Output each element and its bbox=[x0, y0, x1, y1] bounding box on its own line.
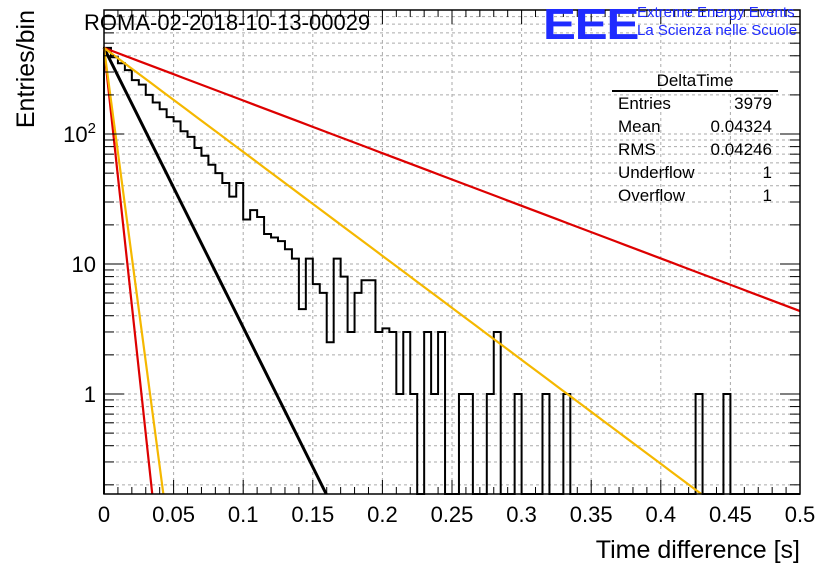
fit-curve bbox=[102, 47, 165, 495]
eee-logo: EEE bbox=[543, 0, 639, 49]
fit-curve bbox=[103, 46, 801, 313]
stats-value: 0.04246 bbox=[710, 140, 772, 159]
x-tick-label: 0.3 bbox=[506, 502, 537, 527]
stats-label: Entries bbox=[618, 94, 671, 113]
y-tick-label: 102 bbox=[63, 120, 96, 147]
fit-curves bbox=[102, 46, 801, 495]
run-title: ROMA-02-2018-10-13-00029 bbox=[84, 10, 371, 35]
x-tick-label: 0.25 bbox=[431, 502, 474, 527]
stats-value: 1 bbox=[762, 186, 772, 205]
x-tick-label: 0.05 bbox=[152, 502, 195, 527]
stats-row-entries: Entries 3979 bbox=[612, 92, 778, 115]
x-tick-label: 0.2 bbox=[367, 502, 398, 527]
x-tick-label: 0.1 bbox=[228, 502, 259, 527]
x-tick-label: 0.35 bbox=[570, 502, 613, 527]
stats-value: 1 bbox=[762, 163, 772, 182]
y-tick-labels: 1 10 102 bbox=[63, 120, 96, 407]
fit-curve bbox=[103, 47, 702, 495]
logo-line-1: Extreme Energy Events bbox=[637, 4, 795, 21]
fit-curve bbox=[102, 47, 328, 495]
stats-value: 3979 bbox=[734, 94, 772, 113]
y-tick-label: 10 bbox=[72, 252, 96, 277]
grid-lines bbox=[104, 9, 800, 494]
x-tick-label: 0.5 bbox=[785, 502, 816, 527]
stats-value: 0.04324 bbox=[710, 117, 772, 136]
x-tick-label: 0.4 bbox=[646, 502, 677, 527]
y-axis-label: Entries/bin bbox=[12, 10, 40, 128]
x-tick-labels: 0 0.05 0.1 0.15 0.2 0.25 0.3 0.35 0.4 0.45 0.5 bbox=[98, 502, 815, 527]
logo-line-2: La Scienza nelle Scuole bbox=[637, 22, 798, 39]
stats-row-overflow: Overflow 1 bbox=[612, 184, 778, 207]
stats-title: DeltaTime bbox=[612, 71, 778, 92]
x-axis-label: Time difference [s] bbox=[596, 536, 800, 564]
x-tick-label: 0.15 bbox=[291, 502, 334, 527]
y-tick-label: 1 bbox=[84, 382, 96, 407]
stats-label: Underflow bbox=[618, 163, 695, 182]
stats-box: DeltaTime Entries 3979 Mean 0.04324 RMS … bbox=[612, 71, 778, 207]
stats-row-rms: RMS 0.04246 bbox=[612, 138, 778, 161]
fit-curve bbox=[102, 47, 154, 495]
stats-label: Overflow bbox=[618, 186, 686, 205]
stats-label: RMS bbox=[618, 140, 656, 159]
stats-row-underflow: Underflow 1 bbox=[612, 161, 778, 184]
stats-row-mean: Mean 0.04324 bbox=[612, 115, 778, 138]
x-tick-label: 0.45 bbox=[709, 502, 752, 527]
x-tick-label: 0 bbox=[98, 502, 110, 527]
stats-label: Mean bbox=[618, 117, 661, 136]
axis-ticks bbox=[103, 9, 801, 494]
